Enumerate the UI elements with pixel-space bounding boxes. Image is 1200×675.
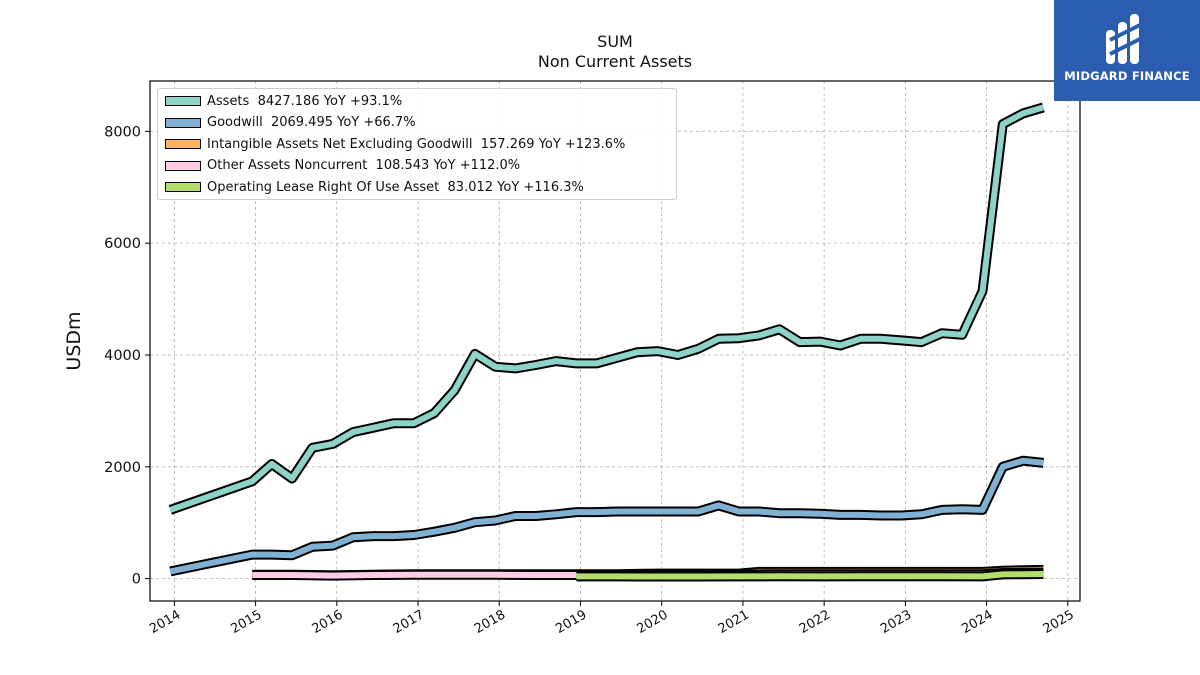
y-tick-label: 6000 bbox=[104, 236, 141, 252]
legend-item: Other Assets Noncurrent 108.543 YoY +112… bbox=[165, 156, 520, 176]
legend-swatch bbox=[165, 160, 201, 171]
legend-item: Operating Lease Right Of Use Asset 83.01… bbox=[165, 177, 584, 197]
legend-label: Other Assets Noncurrent 108.543 YoY +112… bbox=[207, 158, 521, 173]
y-tick-label: 2000 bbox=[104, 460, 141, 476]
x-tick-label: 2018 bbox=[472, 607, 508, 637]
chart-legend: Assets 8427.186 YoY +93.1% Goodwill 2069.… bbox=[157, 88, 677, 200]
y-tick-label: 4000 bbox=[104, 348, 141, 364]
series-line bbox=[169, 457, 1044, 575]
midgard-finance-logo: MIDGARD FINANCE bbox=[1054, 0, 1200, 101]
series-2 bbox=[169, 455, 1044, 577]
x-tick-label: 2023 bbox=[878, 607, 914, 637]
legend-label: Intangible Assets Net Excluding Goodwill… bbox=[207, 136, 626, 152]
legend-swatch bbox=[165, 96, 201, 106]
series-1 bbox=[168, 102, 1045, 515]
x-tick-label: 2015 bbox=[228, 607, 264, 637]
series-layer bbox=[168, 102, 1045, 582]
x-axis-ticks: 2014 2015 2016 2017 2018 2019 2020 2021 2022 2023… bbox=[147, 601, 1077, 637]
chart-subtitle: Non Current Assets bbox=[537, 52, 693, 71]
x-tick-label: 2025 bbox=[1041, 607, 1077, 637]
y-axis-label: USDm bbox=[63, 311, 85, 370]
plot-frame bbox=[149, 80, 1081, 602]
x-tick-label: 2019 bbox=[553, 607, 589, 637]
x-tick-label: 2017 bbox=[391, 607, 427, 637]
x-tick-label: 2022 bbox=[797, 607, 833, 637]
series-line bbox=[169, 104, 1045, 513]
chart-title-block: SUM Non Current Assets bbox=[465, 32, 765, 72]
x-tick-label: 2014 bbox=[147, 607, 183, 637]
legend-label: Operating Lease Right Of Use Asset 83.01… bbox=[207, 179, 584, 195]
legend-swatch bbox=[165, 117, 201, 128]
x-tick-label: 2020 bbox=[634, 607, 670, 637]
legend-item: Goodwill 2069.495 YoY +66.7% bbox=[165, 113, 416, 133]
legend-item: Assets 8427.186 YoY +93.1% bbox=[165, 91, 402, 111]
x-tick-label: 2016 bbox=[310, 607, 346, 637]
legend-label: Goodwill 2069.495 YoY +66.7% bbox=[207, 115, 416, 130]
legend-label: Assets 8427.186 YoY +93.1% bbox=[207, 93, 403, 109]
series-5 bbox=[576, 569, 1044, 582]
series-line bbox=[576, 571, 1044, 580]
logo-mark-icon bbox=[1106, 14, 1143, 64]
legend-swatch bbox=[165, 182, 201, 192]
legend-item: Intangible Assets Net Excluding Goodwill… bbox=[165, 134, 625, 154]
chart-title: SUM bbox=[597, 32, 633, 51]
y-tick-label: 0 bbox=[132, 572, 141, 588]
y-axis-ticks: 0 2000 4000 6000 8000 bbox=[104, 124, 150, 588]
x-tick-label: 2024 bbox=[959, 607, 995, 637]
y-tick-label: 8000 bbox=[104, 124, 141, 140]
logo-brand-text: MIDGARD FINANCE bbox=[1064, 69, 1190, 83]
x-tick-label: 2021 bbox=[716, 607, 752, 637]
legend-swatch bbox=[165, 139, 201, 149]
